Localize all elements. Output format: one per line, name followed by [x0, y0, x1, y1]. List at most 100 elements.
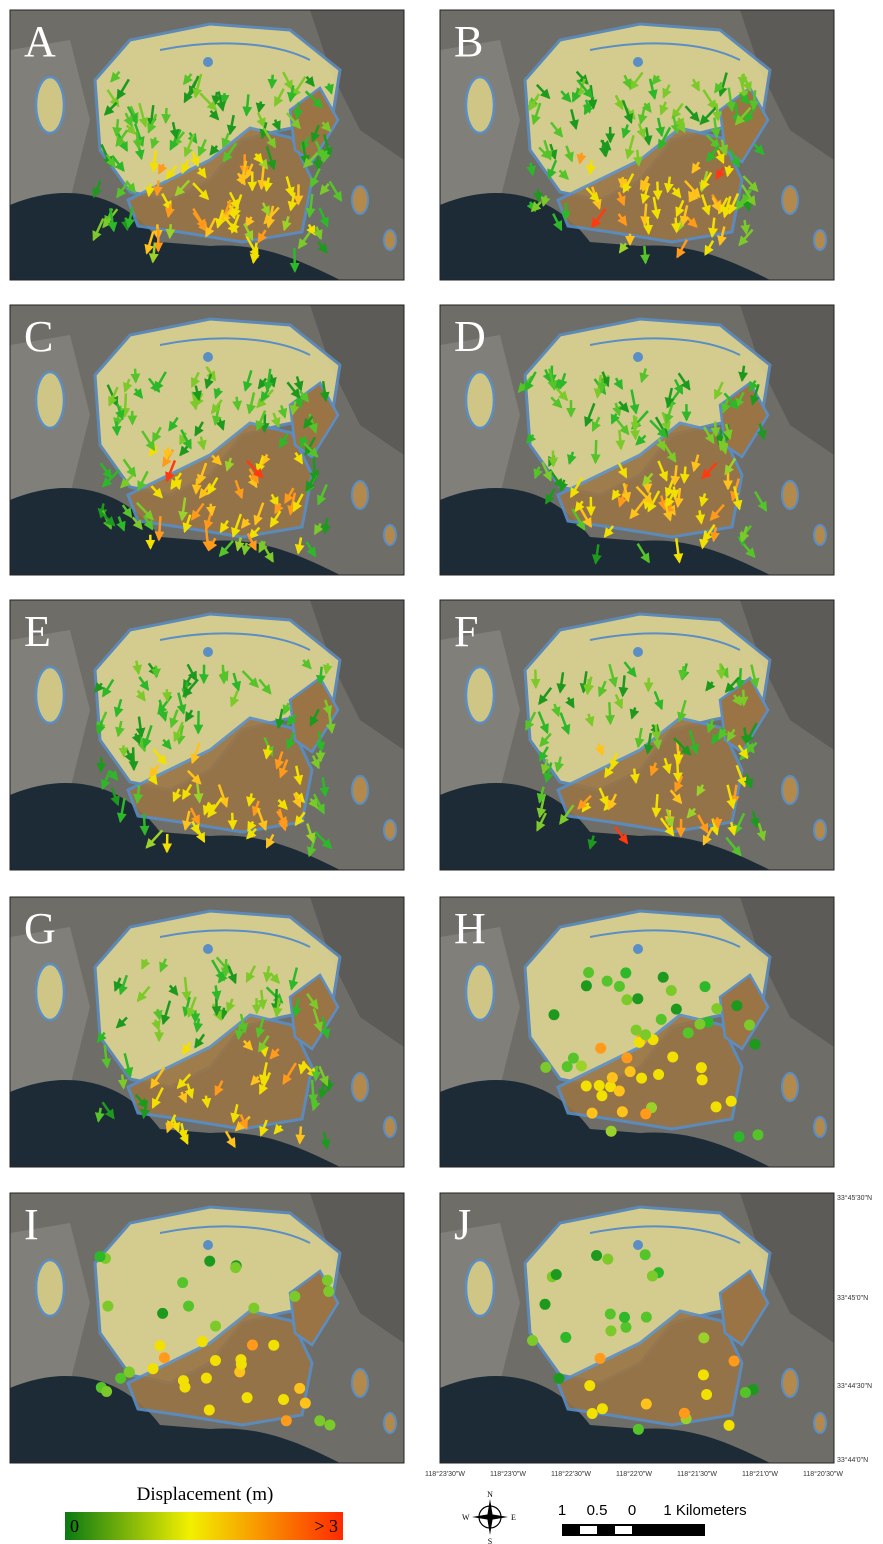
- displacement-point: [658, 972, 669, 983]
- displacement-point: [596, 1090, 607, 1101]
- displacement-point: [671, 1004, 682, 1015]
- compass-n: N: [487, 1490, 493, 1499]
- displacement-arrow: [656, 794, 658, 816]
- panel-letter: H: [454, 904, 486, 953]
- displacement-point: [548, 1009, 559, 1020]
- map-panel: A: [10, 10, 404, 280]
- displacement-arrow: [312, 1080, 313, 1103]
- displacement-arrow: [619, 430, 621, 449]
- map-background: [440, 10, 834, 280]
- displacement-point: [614, 1085, 625, 1096]
- displacement-point: [607, 1072, 618, 1083]
- displacement-point: [201, 1373, 212, 1384]
- displacement-point: [605, 1308, 616, 1319]
- displacement-point: [323, 1286, 334, 1297]
- displacement-point: [625, 1066, 636, 1077]
- displacement-point: [159, 1352, 170, 1363]
- map-panel: E: [10, 600, 404, 870]
- displacement-point: [696, 1062, 707, 1073]
- displacement-arrow: [538, 190, 539, 201]
- panel-letter: E: [24, 607, 51, 656]
- panel-letter: I: [24, 1200, 39, 1249]
- displacement-arrow: [225, 959, 226, 976]
- displacement-point: [729, 1356, 740, 1367]
- displacement-point: [711, 1003, 722, 1014]
- compass: N E S W: [462, 1490, 516, 1544]
- displacement-point: [581, 1081, 592, 1092]
- displacement-arrow: [715, 421, 716, 435]
- displacement-point: [210, 1321, 221, 1332]
- longitude-label: 118°23'30"W: [425, 1470, 465, 1478]
- displacement-point: [711, 1101, 722, 1112]
- displacement-arrow: [657, 182, 658, 199]
- displacement-point: [621, 1052, 632, 1063]
- displacement-point: [179, 1382, 190, 1393]
- scale-label: 1 Kilometers: [663, 1502, 746, 1519]
- displacement-arrow: [101, 757, 102, 772]
- panel-letter: B: [454, 17, 483, 66]
- displacement-arrow: [745, 220, 747, 233]
- displacement-point: [247, 1339, 258, 1350]
- displacement-point: [631, 1025, 642, 1036]
- map-background: [440, 1193, 834, 1463]
- displacement-point: [236, 1359, 247, 1370]
- panel-letter: A: [24, 17, 56, 66]
- displacement-point: [620, 1322, 631, 1333]
- displacement-point: [324, 1420, 335, 1431]
- displacement-point: [591, 1250, 602, 1261]
- longitude-label: 118°20'30"W: [803, 1470, 843, 1478]
- displacement-arrow: [272, 75, 273, 88]
- displacement-point: [694, 1019, 705, 1030]
- displacement-point: [204, 1404, 215, 1415]
- displacement-arrow: [645, 204, 647, 225]
- displacement-arrow: [211, 504, 212, 515]
- displacement-arrow: [149, 184, 151, 196]
- displacement-arrow: [320, 667, 322, 684]
- displacement-point: [314, 1415, 325, 1426]
- displacement-arrow: [237, 397, 238, 410]
- displacement-arrow: [300, 1126, 301, 1143]
- displacement-arrow: [223, 1008, 224, 1019]
- displacement-point: [619, 1312, 630, 1323]
- compass-e: E: [511, 1513, 516, 1522]
- displacement-point: [753, 1129, 764, 1140]
- displacement-point: [641, 1312, 652, 1323]
- displacement-point: [177, 1277, 188, 1288]
- displacement-point: [581, 980, 592, 991]
- displacement-point: [606, 1126, 617, 1137]
- displacement-point: [636, 1073, 647, 1084]
- map-panel: G: [10, 897, 404, 1167]
- displacement-point: [667, 1051, 678, 1062]
- map-background: [440, 305, 834, 575]
- scale-label: 0: [628, 1502, 636, 1519]
- scale-bar: 1 0.5 0 1 Kilometers: [558, 1502, 747, 1536]
- displacement-point: [614, 981, 625, 992]
- panel-letter: D: [454, 312, 486, 361]
- displacement-arrow: [595, 440, 596, 463]
- map-panel: C: [10, 305, 404, 575]
- displacement-arrow: [717, 817, 718, 827]
- longitude-label: 118°22'0"W: [616, 1470, 652, 1478]
- panel-letter: F: [454, 607, 478, 656]
- latitude-label: 33°44'30"N: [837, 1382, 872, 1390]
- displacement-point: [724, 1420, 735, 1431]
- displacement-point: [647, 1270, 658, 1281]
- displacement-arrow: [122, 1075, 123, 1088]
- displacement-arrow: [116, 119, 117, 136]
- displacement-arrow: [634, 415, 636, 439]
- displacement-arrow: [601, 380, 602, 392]
- displacement-point: [602, 1254, 613, 1265]
- displacement-arrow: [126, 217, 128, 229]
- displacement-point: [617, 1106, 628, 1117]
- displacement-point: [731, 1000, 742, 1011]
- displacement-point: [294, 1383, 305, 1394]
- legend-min: 0: [70, 1516, 79, 1536]
- displacement-arrow: [196, 478, 197, 493]
- displacement-point: [562, 1061, 573, 1072]
- displacement-point: [242, 1392, 253, 1403]
- displacement-point: [726, 1096, 737, 1107]
- displacement-point: [102, 1301, 113, 1312]
- displacement-arrow: [264, 414, 265, 431]
- displacement-point: [101, 1386, 112, 1397]
- displacement-arrow: [677, 762, 678, 781]
